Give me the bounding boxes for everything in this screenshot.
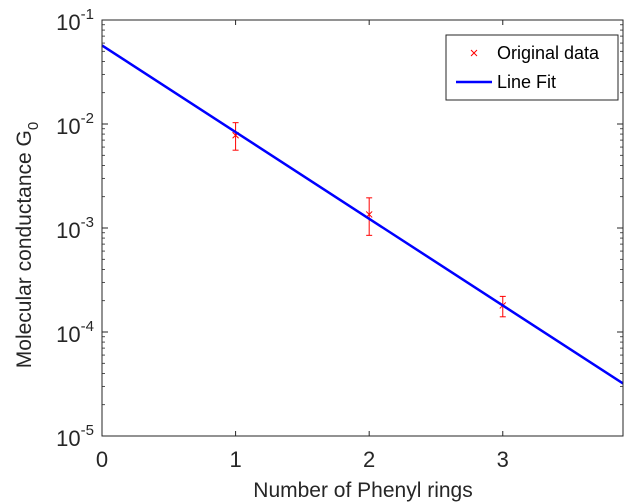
y-axis-label-main: Molecular conductance G (13, 130, 36, 368)
axes-layer: 0 1 2 3 10-1 10-2 10-3 10-4 10-5 (56, 6, 624, 472)
series-line-fit (101, 44, 624, 385)
legend: Original data Line Fit (445, 34, 619, 101)
y-tick-label: 10-5 (56, 422, 94, 451)
y-tick-label: 10-3 (56, 214, 94, 243)
legend-box (445, 34, 619, 101)
x-axis-label: Number of Phenyl rings (253, 479, 472, 502)
legend-label: Line Fit (497, 72, 556, 92)
y-tick-label: 10-2 (56, 110, 94, 139)
x-tick-label: 2 (363, 447, 375, 472)
y-tick-label: 10-1 (56, 6, 94, 35)
y-tick-label: 10-4 (56, 318, 94, 347)
data-point (365, 197, 373, 236)
y-axis-label-subscript: 0 (25, 122, 42, 130)
x-tick-label: 3 (497, 447, 509, 472)
x-tick-label: 0 (96, 447, 108, 472)
data-point (232, 122, 239, 151)
legend-label: Original data (497, 43, 600, 63)
x-tick-label: 1 (229, 447, 241, 472)
y-axis-label: Molecular conductance G0 (13, 122, 42, 368)
legend-marker-swatch (470, 49, 478, 57)
